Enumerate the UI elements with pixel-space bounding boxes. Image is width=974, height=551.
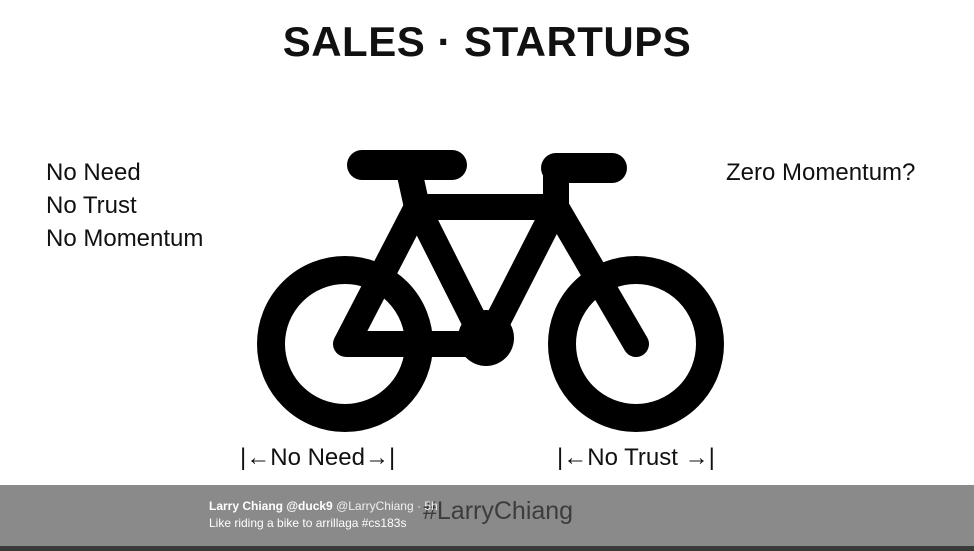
front-wheel <box>548 256 724 432</box>
tweet-author[interactable]: Larry Chiang @duck9 <box>209 499 333 513</box>
tweet-handle[interactable]: @LarryChiang <box>336 499 414 513</box>
left-item-no-trust: No Trust <box>46 192 137 219</box>
left-list: No Need No Trust No Momentum <box>46 156 203 255</box>
slide-title: SALES · STARTUPS <box>282 18 692 65</box>
tweet-footer-bar <box>0 485 974 546</box>
no-need-measure: |←No Need→| <box>240 444 396 471</box>
no-trust-measure: |←No Trust →| <box>557 444 715 471</box>
footer-edge <box>0 546 974 551</box>
tweet-time[interactable]: 5h <box>424 499 438 513</box>
zero-momentum-label: Zero Momentum? <box>726 159 916 186</box>
left-item-no-need: No Need <box>46 159 141 186</box>
tweet-header: Larry Chiang @duck9 @LarryChiang · 5h <box>209 498 438 515</box>
tweet-overlay[interactable]: Larry Chiang @duck9 @LarryChiang · 5h Li… <box>209 498 438 532</box>
crank <box>458 310 514 366</box>
hashtag-watermark: #LarryChiang <box>423 497 574 525</box>
tweet-text: Like riding a bike to arrillaga #cs183s <box>209 516 407 530</box>
left-item-no-momentum: No Momentum <box>46 225 204 252</box>
tweet-separator: · <box>416 499 421 513</box>
